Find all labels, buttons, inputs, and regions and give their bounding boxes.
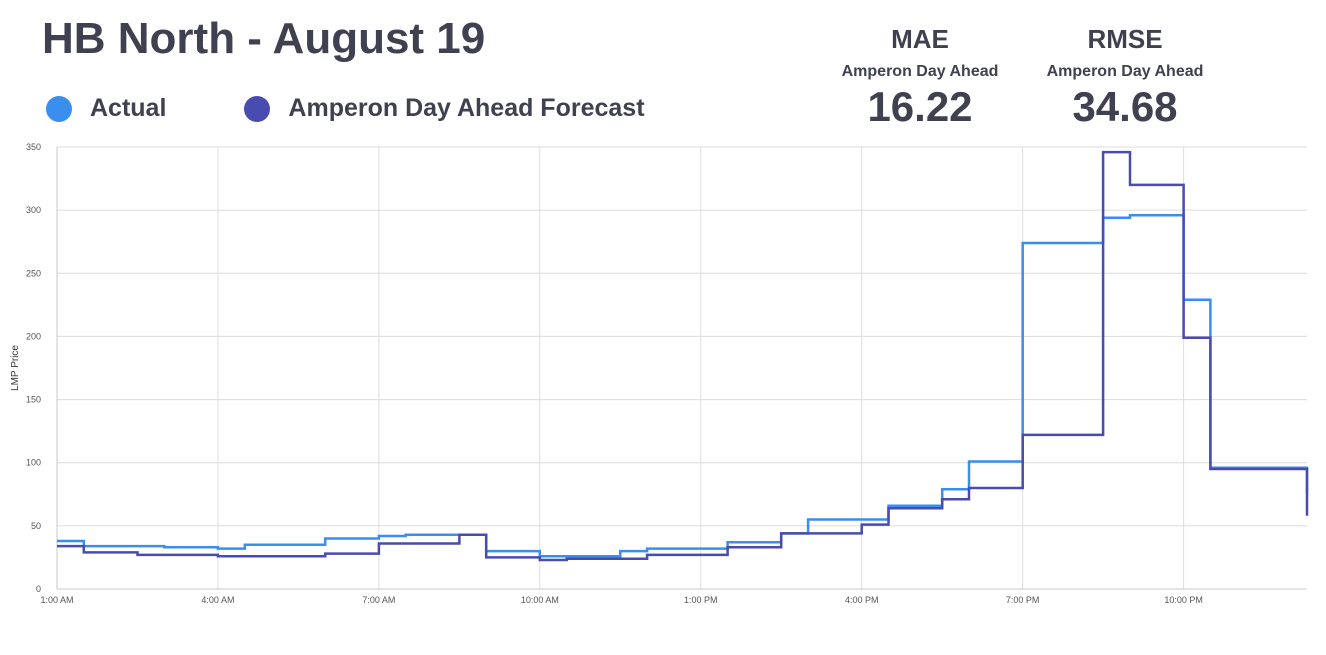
x-tick-label: 10:00 PM: [1164, 595, 1203, 605]
y-tick-label: 150: [26, 395, 41, 405]
legend-label-actual: Actual: [90, 94, 167, 122]
forecast-swatch-icon: [244, 95, 271, 122]
chart-grid: [56, 146, 1307, 590]
rmse-value: 34.68: [1072, 83, 1178, 130]
lmp-price-chart: 0 50 100 150 200 250 300 350 1:00 AM 4:00 AM 7:00…: [10, 142, 1309, 605]
y-tick-label: 350: [26, 142, 41, 152]
mae-metric: MAE Amperon Day Ahead 16.22: [820, 24, 1020, 131]
legend-label-forecast: Amperon Day Ahead Forecast: [288, 94, 645, 122]
x-tick-label: 7:00 AM: [362, 595, 395, 605]
x-tick-label: 1:00 AM: [40, 595, 73, 605]
x-tick-label: 4:00 PM: [845, 595, 879, 605]
actual-series-line: [57, 213, 1309, 558]
chart-series: [57, 150, 1309, 562]
x-tick-label: 7:00 PM: [1006, 595, 1040, 605]
chart-title: HB North - August 19: [42, 14, 486, 63]
legend-item-forecast[interactable]: Amperon Day Ahead Forecast: [244, 94, 645, 123]
x-tick-label: 4:00 AM: [201, 595, 234, 605]
forecast-series-line: [57, 150, 1309, 562]
mae-subtitle: Amperon Day Ahead: [841, 63, 999, 80]
y-tick-label: 0: [36, 584, 41, 594]
y-tick-label: 100: [26, 458, 41, 468]
y-tick-label: 300: [26, 205, 41, 215]
y-axis-ticks: 0 50 100 150 200 250 300 350: [26, 142, 41, 594]
y-axis-label: LMP Price: [10, 345, 21, 391]
x-tick-label: 10:00 AM: [521, 595, 559, 605]
x-tick-label: 1:00 PM: [684, 595, 718, 605]
y-tick-label: 200: [26, 331, 41, 341]
rmse-name: RMSE: [1087, 24, 1163, 54]
legend-item-actual[interactable]: Actual: [46, 94, 166, 123]
y-tick-label: 50: [31, 521, 41, 531]
rmse-metric: RMSE Amperon Day Ahead 34.68: [1025, 24, 1225, 131]
legend: Actual Amperon Day Ahead Forecast: [46, 94, 723, 123]
rmse-subtitle: Amperon Day Ahead: [1046, 63, 1204, 80]
x-axis-ticks: 1:00 AM 4:00 AM 7:00 AM 10:00 AM 1:00 PM 4:00…: [40, 595, 1202, 605]
mae-value: 16.22: [867, 83, 973, 130]
y-tick-label: 250: [26, 268, 41, 278]
actual-swatch-icon: [46, 95, 72, 122]
mae-name: MAE: [891, 24, 949, 54]
